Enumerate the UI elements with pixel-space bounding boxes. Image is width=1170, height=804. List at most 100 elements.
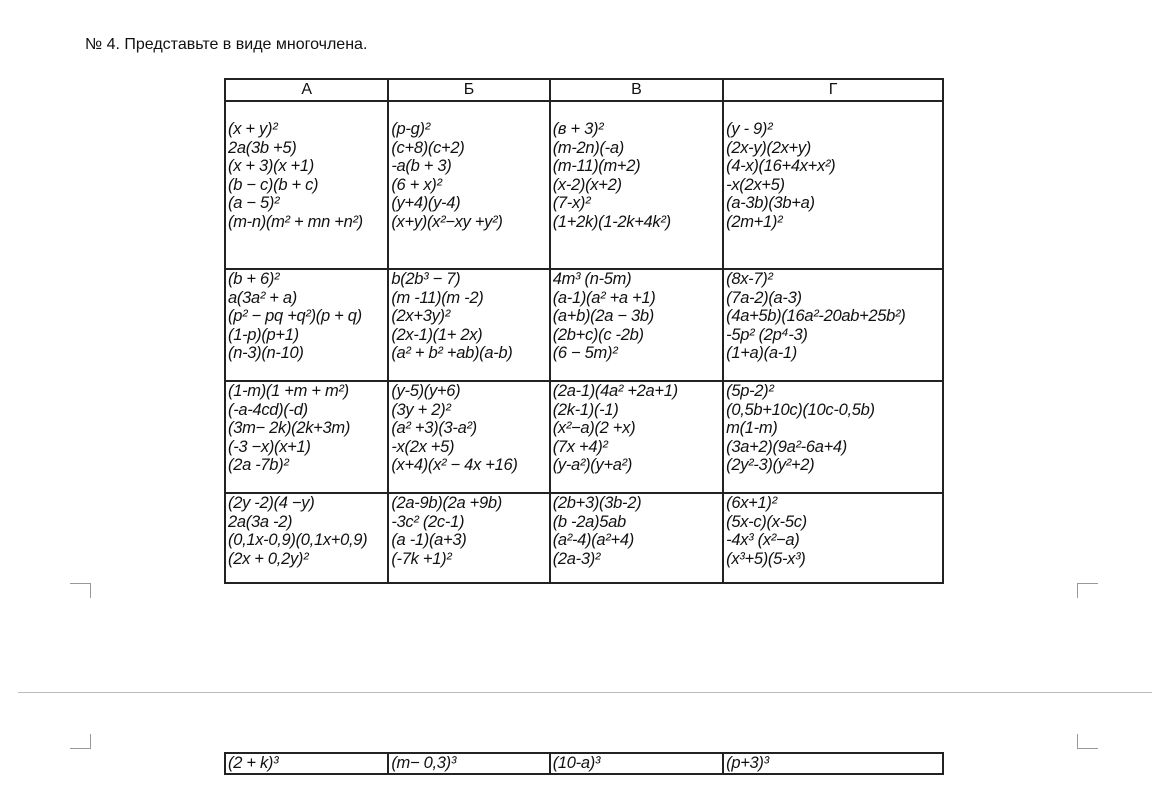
page-corner-mark <box>70 583 91 598</box>
expression: (2y²-3)(y²+2) <box>726 456 815 474</box>
expression: (2x+3y)² <box>391 307 450 325</box>
expression: (5x-c)(x-5c) <box>726 512 807 531</box>
expression: (2y -2)(4 −y) <box>228 494 315 512</box>
table-cell: (1-m)(1 +m + m²) (-a-4cd)(-d) (3m− 2k)(2k+… <box>223 380 390 494</box>
expression: (a -1)(a+3) <box>391 531 467 549</box>
table-row: (2 + k)³ (m− 0,3)³ (10-a)³ (p+3)³ <box>223 752 944 775</box>
expression: (m-n)(m² + mn +n²) <box>228 212 363 231</box>
expression: (a² +3)(3-a²) <box>391 419 477 437</box>
expression: (2k-1)(-1) <box>552 400 619 419</box>
expression: (6 + x)² <box>391 175 442 194</box>
table-cell: (2a-1)(4a² +2a+1) (2k-1)(-1) (x²−a)(2 +x)(… <box>548 380 725 494</box>
expression: (x+y)(x²−xy +y²) <box>391 212 503 231</box>
expression: (a²-4)(a²+4) <box>552 531 635 549</box>
expression: (0,1x-0,9)(0,1x+0,9) <box>228 531 368 549</box>
expression: (x + 3)(x +1) <box>228 157 314 175</box>
expression: -4x³ (x²−a) <box>726 531 800 549</box>
expression: m(1-m) <box>726 419 778 437</box>
expression: (4-x)(16+4x+x²) <box>726 157 836 175</box>
table-cell: (8x-7)² (7a-2)(a-3) (4a+5b)(16a²-20ab+25b²… <box>722 268 944 382</box>
header-row: А Б В Г <box>223 78 944 102</box>
expression: (2x-y)(2x+y) <box>726 138 812 157</box>
expression: 2a(3b +5) <box>228 138 297 157</box>
expression: a(3a² + a) <box>228 288 297 307</box>
table-cell: (b + 6)² a(3a² + a) (p² − pq +q²)(p + q) (1… <box>223 268 390 382</box>
table-cell: (2a-9b)(2a +9b) -3c² (2c-1) (a -1)(a+3) (-7… <box>387 492 551 584</box>
expression: (a+b)(2a − 3b) <box>552 307 655 325</box>
table-cell: (6x+1)² (5x-c)(x-5c) -4x³ (x²−a) (x³+5)(5-x… <box>722 492 944 584</box>
expression: (x + y)² <box>228 120 278 138</box>
expression: -x(2x+5) <box>726 175 785 194</box>
expression: (1+a)(a-1) <box>726 344 797 362</box>
expression: -5p² (2p⁴-3) <box>726 325 808 344</box>
expression: (y - 9)² <box>726 120 773 138</box>
expression: (7a-2)(a-3) <box>726 288 802 307</box>
expression: (7-x)² <box>552 194 591 212</box>
table-row: (x + y)² 2a(3b +5) (x + 3)(x +1) (b − c)(b … <box>223 100 944 270</box>
expression: (7x +4)² <box>552 437 608 456</box>
expression: (4a+5b)(16a²-20ab+25b²) <box>726 307 906 325</box>
expression: (m− 0,3)³ <box>387 752 551 775</box>
page-corner-mark <box>1077 734 1098 749</box>
expression: (3a+2)(9a²-6a+4) <box>726 437 847 456</box>
expression: (6 − 5m)² <box>552 344 618 362</box>
expression: (2x-1)(1+ 2x) <box>391 325 483 344</box>
expression: (2b+c)(c -2b) <box>552 325 644 344</box>
expression: (8x-7)² <box>726 270 773 288</box>
table-cell: (2y -2)(4 −y) 2a(3a -2) (0,1x-0,9)(0,1x+0,… <box>223 492 390 584</box>
expression: (2a-9b)(2a +9b) <box>391 494 502 512</box>
expression: (10-a)³ <box>548 752 725 775</box>
table-row: (2y -2)(4 −y) 2a(3a -2) (0,1x-0,9)(0,1x+0,… <box>223 492 944 584</box>
expression: -3c² (2c-1) <box>391 512 465 531</box>
expression: (2a-3)² <box>552 549 601 568</box>
expression: (2m+1)² <box>726 212 783 231</box>
expression: (x+4)(x² − 4x +16) <box>391 456 518 474</box>
table-cell: (p-g)² (c+8)(c+2) -a(b + 3) (6 + x)² (y+4)(y… <box>387 100 551 270</box>
expression: (x-2)(x+2) <box>552 175 622 194</box>
expression: 4m³ (n-5m) <box>552 270 632 288</box>
expression: (y+4)(y-4) <box>391 194 461 212</box>
expression: (a-1)(a² +a +1) <box>552 288 656 307</box>
exercise-table: А Б В Г (x + y)² 2a(3b +5) (x + 3)(x +1) (b… <box>223 78 944 584</box>
expression: (1-p)(p+1) <box>228 325 299 344</box>
expression: (x²−a)(2 +x) <box>552 419 636 437</box>
expression: (2x + 0,2y)² <box>228 549 309 568</box>
expression: (b -2a)5ab <box>552 512 626 531</box>
continuation-table: (2 + k)³ (m− 0,3)³ (10-a)³ (p+3)³ <box>223 752 944 775</box>
expression: (3y + 2)² <box>391 400 451 419</box>
table-cell: (5p-2)² (0,5b+10c)(10c-0,5b) m(1-m) (3a+2)(… <box>722 380 944 494</box>
table-cell: 4m³ (n-5m) (a-1)(a² +a +1) (a+b)(2a − 3b)(… <box>548 268 725 382</box>
table-cell: (y - 9)² (2x-y)(2x+y) (4-x)(16+4x+x²) -x(2x… <box>722 100 944 270</box>
expression: (2b+3)(3b-2) <box>552 494 642 512</box>
expression: -a(b + 3) <box>391 157 452 175</box>
column-header-v: В <box>548 78 725 102</box>
expression: (x³+5)(5-x³) <box>726 549 806 568</box>
expression: 2a(3a -2) <box>228 512 293 531</box>
expression: (y-5)(y+6) <box>391 382 461 400</box>
expression: (n-3)(n-10) <box>228 344 304 362</box>
expression: (a² + b² +ab)(a-b) <box>391 344 513 362</box>
table-row: (b + 6)² a(3a² + a) (p² − pq +q²)(p + q) (1… <box>223 268 944 382</box>
expression: b(2b³ − 7) <box>391 270 461 288</box>
column-header-g: Г <box>722 78 944 102</box>
expression: (-a-4cd)(-d) <box>228 400 308 419</box>
expression: (в + 3)² <box>552 120 604 138</box>
table-cell: (x + y)² 2a(3b +5) (x + 3)(x +1) (b − c)(b … <box>223 100 390 270</box>
column-header-a: А <box>223 78 390 102</box>
expression: (c+8)(c+2) <box>391 138 465 157</box>
table-cell: b(2b³ − 7) (m -11)(m -2) (2x+3y)² (2x-1)(1+… <box>387 268 551 382</box>
expression: (p+3)³ <box>722 752 944 775</box>
expression: (2 + k)³ <box>223 752 390 775</box>
expression: (-7k +1)² <box>391 549 452 568</box>
expression: (m -11)(m -2) <box>391 288 484 307</box>
table-row: (1-m)(1 +m + m²) (-a-4cd)(-d) (3m− 2k)(2k+… <box>223 380 944 494</box>
expression: (b − c)(b + c) <box>228 175 319 194</box>
expression: (b + 6)² <box>228 270 280 288</box>
expression: (a-3b)(3b+a) <box>726 194 815 212</box>
table-cell: (2b+3)(3b-2) (b -2a)5ab (a²-4)(a²+4) (2a-3)… <box>548 492 725 584</box>
expression: (6x+1)² <box>726 494 777 512</box>
expression: (1+2k)(1-2k+4k²) <box>552 212 671 231</box>
expression: (m-11)(m+2) <box>552 157 641 175</box>
expression: (y-a²)(y+a²) <box>552 456 633 474</box>
expression: (a − 5)² <box>228 194 280 212</box>
